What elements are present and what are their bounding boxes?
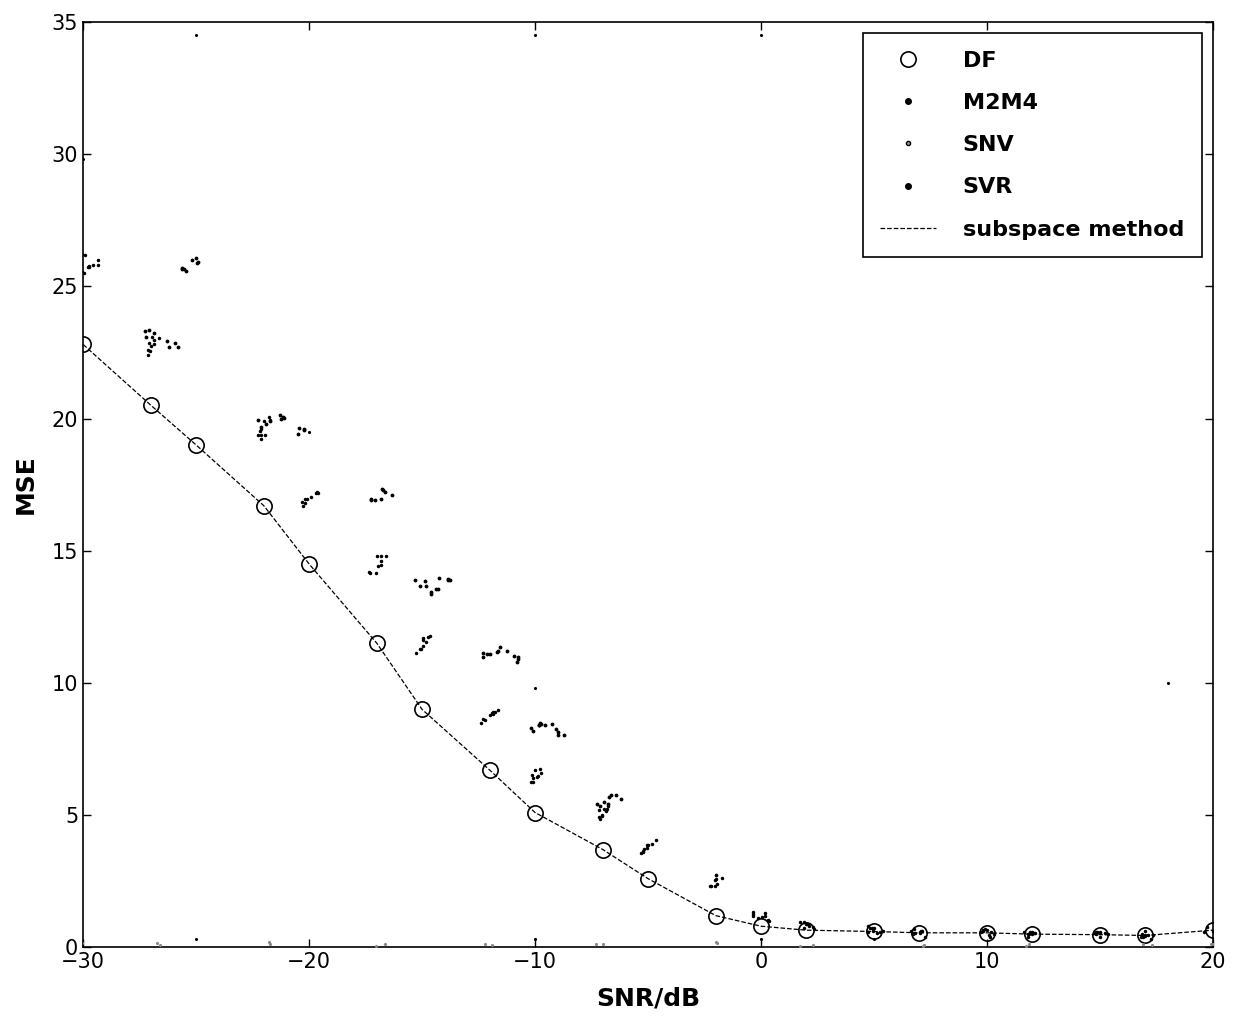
Legend: DF, M2M4, SNV, SVR, subspace method: DF, M2M4, SNV, SVR, subspace method: [863, 33, 1202, 257]
Y-axis label: MSE: MSE: [14, 455, 38, 514]
X-axis label: SNR/dB: SNR/dB: [596, 986, 701, 1010]
